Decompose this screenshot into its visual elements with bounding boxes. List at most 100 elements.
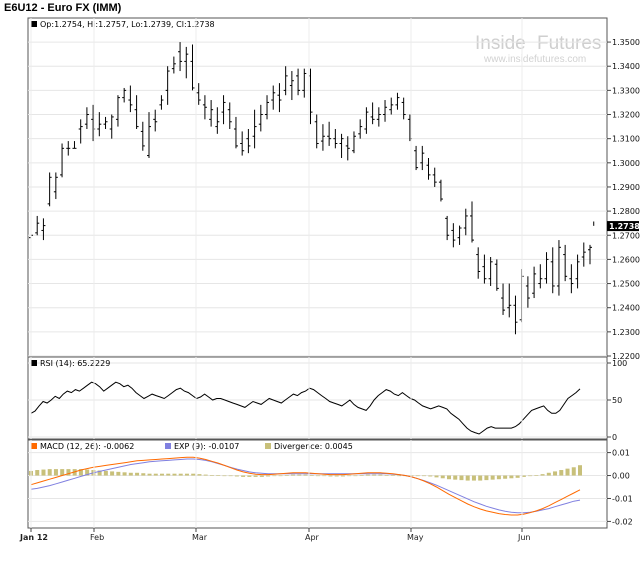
divergence-bars: [29, 465, 582, 481]
divergence-bar: [453, 475, 458, 480]
watermark-url: www.insidefutures.com: [483, 54, 586, 65]
x-tick-label: Jun: [517, 533, 531, 542]
divergence-bar: [540, 474, 545, 476]
watermark-brand-left: Inside: [475, 33, 526, 54]
divergence-bar: [515, 475, 520, 478]
divergence-bar: [53, 469, 58, 476]
price-bar: [60, 143, 65, 178]
price-y-axis: 1.3500 1.3400 1.3300 1.3200 1.3100 1.3000 1.29…: [607, 38, 640, 361]
macd-y-axis: 0.01 0.00 -0.01 -0.02: [607, 449, 633, 526]
divergence-bar: [103, 470, 108, 476]
divergence-bar: [446, 475, 451, 480]
macd-tick-label: 0.00: [612, 472, 630, 481]
divergence-bar: [496, 475, 501, 480]
divergence-bar: [197, 474, 202, 476]
price-tick-label: 1.3100: [612, 135, 640, 144]
price-bar: [97, 112, 102, 137]
macd-line: [30, 456, 581, 516]
rsi-panel-frame: [27, 356, 608, 440]
divergence-bar: [347, 475, 352, 477]
divergence-bar: [578, 465, 582, 476]
rsi-tick-label: 100: [612, 359, 627, 368]
price-bars: [29, 42, 595, 335]
divergence-bar: [35, 470, 40, 476]
price-bar: [246, 129, 251, 154]
price-bar: [482, 254, 487, 284]
macd-legend: MACD (12, 26): -0.0062: [40, 442, 134, 451]
divergence-bar: [322, 475, 327, 477]
divergence-bar: [534, 475, 539, 476]
price-bar: [432, 167, 437, 187]
price-bar: [190, 44, 195, 91]
price-bar: [115, 95, 120, 127]
price-bar: [563, 244, 568, 282]
divergence-bar: [191, 473, 196, 476]
price-tick-label: 1.3500: [612, 38, 640, 47]
price-bar: [128, 85, 133, 113]
divergence-bar: [253, 475, 258, 477]
price-bar: [271, 85, 276, 110]
price-bar: [501, 283, 506, 315]
price-bar: [240, 131, 245, 156]
divergence-bar: [241, 475, 246, 477]
divergence-bar: [278, 475, 283, 477]
price-bar: [414, 145, 419, 171]
last-price-label: 1.2738: [609, 222, 640, 231]
rsi-tick-label: 50: [612, 396, 622, 405]
divergence-bar: [428, 475, 433, 477]
price-bar: [91, 104, 96, 142]
rsi-tick-label: 0: [612, 433, 617, 442]
x-axis: Jan 12 Feb Mar Apr May Jun: [19, 18, 531, 542]
price-bar: [184, 46, 189, 79]
price-bar: [463, 208, 468, 236]
divergence-bar: [372, 474, 377, 476]
divergence-bar: [303, 474, 308, 476]
rsi-grid: [28, 362, 607, 438]
divergence-bar: [141, 473, 146, 476]
price-bar: [103, 116, 108, 130]
price-bar: [488, 256, 493, 286]
macd-tick-label: -0.01: [612, 494, 633, 503]
price-bar: [215, 107, 220, 134]
price-bar: [265, 95, 270, 120]
divergence-bar: [66, 469, 71, 476]
watermark: Inside Futures www.insidefutures.com: [475, 33, 601, 65]
divergence-bar: [559, 470, 564, 476]
price-bar: [358, 119, 363, 139]
price-bar: [171, 56, 176, 74]
x-tick-label: Mar: [192, 533, 208, 542]
price-bar: [258, 104, 263, 132]
price-bar: [47, 172, 52, 207]
divergence-bar: [503, 475, 508, 479]
divergence-bar: [216, 475, 221, 476]
divergence-bar: [297, 474, 302, 476]
divergence-bar: [334, 475, 339, 477]
price-bar: [159, 95, 164, 110]
price-bar: [364, 107, 369, 134]
x-tick-label: May: [407, 533, 424, 542]
price-bar: [370, 102, 375, 125]
price-bar: [221, 95, 226, 125]
price-bar: [581, 242, 586, 267]
rsi-y-axis: 100 50 0: [607, 359, 627, 442]
price-bar: [196, 83, 201, 105]
price-tick-label: 1.2200: [612, 352, 640, 361]
exp-legend: EXP (9): -0.0107: [174, 442, 239, 451]
price-bar: [41, 218, 46, 241]
price-bar: [53, 172, 58, 200]
price-tick-label: 1.2700: [612, 231, 640, 240]
divergence-bar: [390, 475, 395, 476]
divergence-bar: [353, 475, 358, 477]
price-bar: [395, 92, 400, 110]
rsi-legend-marker: [31, 360, 37, 366]
price-bar: [513, 295, 518, 335]
price-bar: [469, 201, 474, 243]
price-bar: [445, 215, 450, 241]
divergence-bar: [78, 469, 83, 476]
price-bar: [147, 112, 152, 158]
price-bar: [556, 240, 561, 296]
divergence-bar: [234, 475, 239, 477]
divergence-bar: [128, 472, 133, 476]
divergence-bar: [440, 475, 445, 479]
watermark-brand-right: Futures: [537, 33, 601, 54]
